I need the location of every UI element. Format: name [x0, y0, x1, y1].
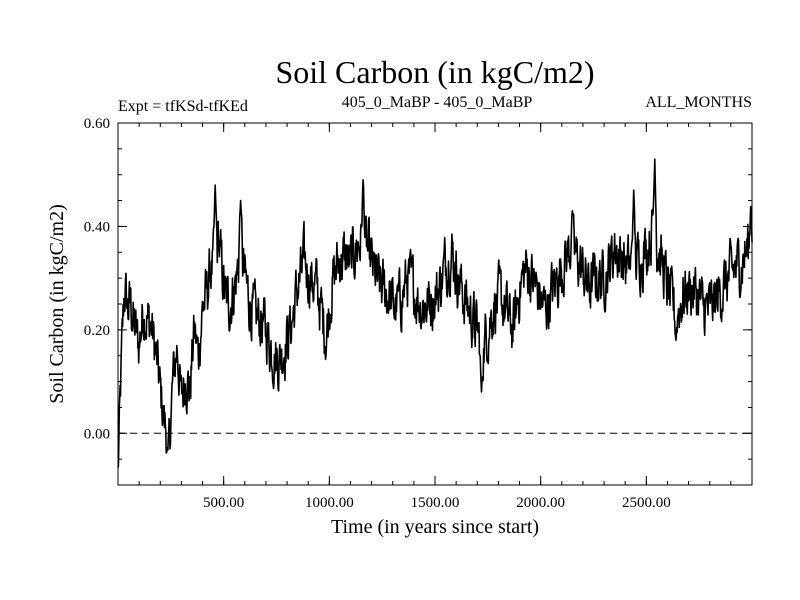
- series-layer: [117, 158, 753, 468]
- x-axis: 500.00 1000.00 1500.00 2000.00 2500.00: [138, 123, 732, 511]
- y-tick-label: 0.40: [84, 219, 110, 235]
- x-tick-label: 1500.00: [411, 495, 460, 511]
- x-tick-label: 2000.00: [516, 495, 565, 511]
- y-tick-label: 0.20: [84, 323, 110, 339]
- months-label: ALL_MONTHS: [645, 94, 752, 111]
- y-axis: 0.00 0.20 0.40 0.60: [84, 116, 752, 460]
- soil-carbon-series-line: [117, 158, 753, 468]
- y-axis-title: Soil Carbon (in kgC/m2): [46, 204, 68, 403]
- y-tick-label: 0.60: [84, 116, 110, 132]
- period-label: 405_0_MaBP - 405_0_MaBP: [342, 94, 533, 111]
- y-tick-label: 0.00: [84, 426, 110, 442]
- x-tick-label: 2500.00: [622, 495, 671, 511]
- chart-title: Soil Carbon (in kgC/m2): [275, 54, 594, 90]
- x-axis-title: Time (in years since start): [331, 516, 539, 538]
- experiment-label: Expt = tfKSd-tfKEd: [118, 98, 248, 115]
- x-tick-label: 1000.00: [305, 495, 354, 511]
- x-tick-label: 500.00: [203, 495, 244, 511]
